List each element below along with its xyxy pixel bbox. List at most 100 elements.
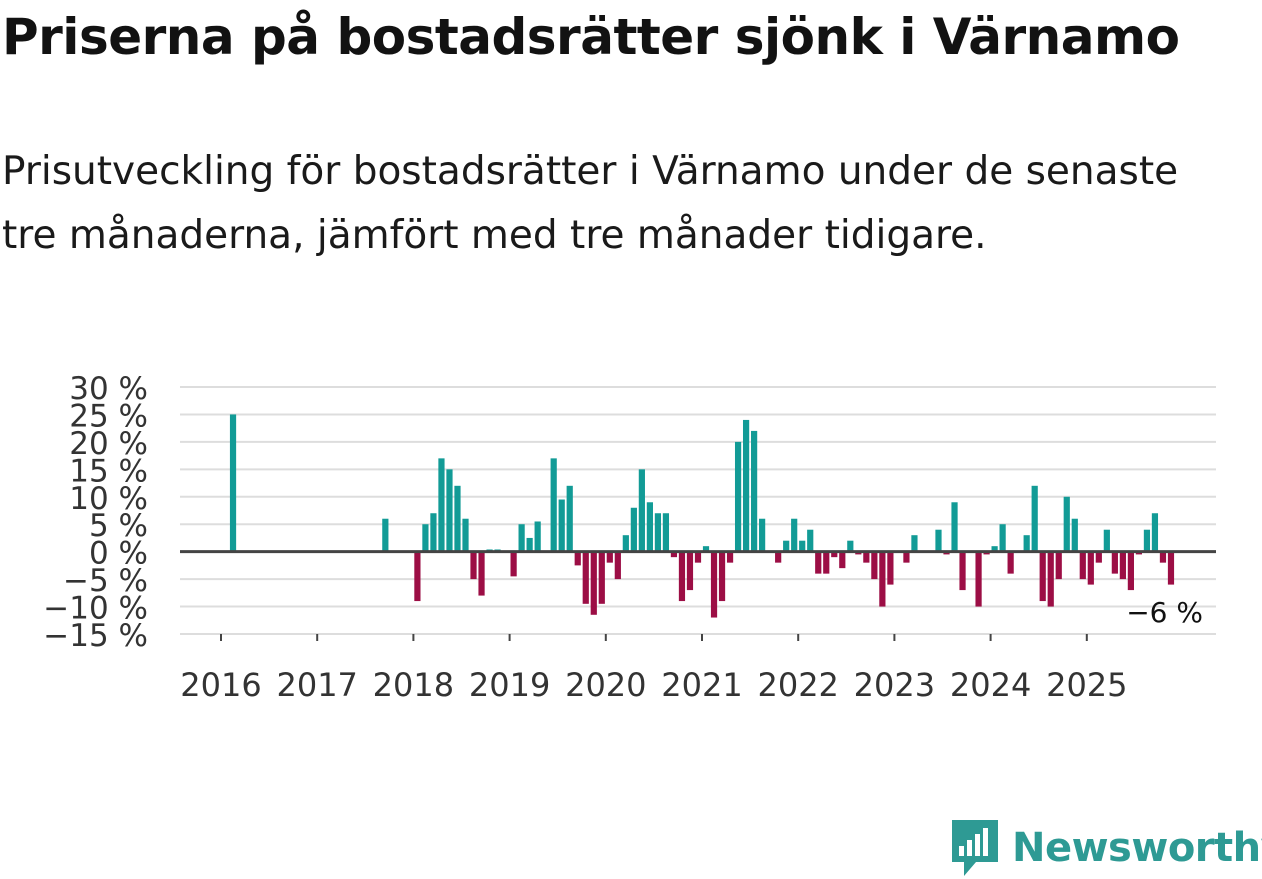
bar — [550, 458, 557, 552]
bar — [1071, 518, 1078, 552]
bar — [1087, 551, 1094, 585]
x-tick-label: 2019 — [469, 666, 550, 700]
bar — [823, 551, 830, 574]
bar — [510, 551, 517, 577]
bar — [686, 551, 694, 591]
bar — [534, 521, 541, 552]
bar — [582, 551, 589, 604]
bar — [975, 551, 982, 607]
bar — [598, 551, 605, 604]
x-tick-label: 2024 — [950, 666, 1031, 700]
y-tick-label: 30 % — [69, 371, 148, 407]
bar — [1079, 551, 1086, 580]
bar — [622, 535, 629, 552]
bar — [382, 518, 389, 552]
bar — [454, 485, 461, 552]
bar — [991, 546, 998, 552]
bar — [1063, 496, 1070, 552]
bar — [807, 529, 814, 552]
chart-subtitle: Prisutveckling för bostadsrätter i Värna… — [2, 149, 1179, 258]
bar — [694, 551, 702, 563]
bar — [1143, 529, 1151, 552]
last-value-label: −6 % — [1126, 596, 1203, 629]
bar — [783, 540, 790, 552]
bar — [791, 518, 798, 552]
bar — [775, 551, 782, 563]
y-tick-label: 20 % — [69, 426, 148, 462]
bar — [670, 551, 678, 558]
bar — [742, 419, 750, 552]
bar — [751, 430, 758, 552]
y-tick-label: −5 % — [63, 563, 148, 599]
y-axis: 30 %25 %20 %15 %10 %5 %0 %−5 %−10 %−15 % — [43, 371, 148, 654]
bar — [759, 518, 766, 552]
bar — [478, 551, 485, 596]
x-tick-label: 2025 — [1046, 666, 1127, 700]
bar-chart: 30 %25 %20 %15 %10 %5 %0 %−5 %−10 %−15 %… — [43, 371, 1216, 700]
bar — [1151, 513, 1159, 552]
bar — [887, 551, 894, 585]
bar — [847, 540, 854, 552]
bar — [710, 551, 718, 618]
y-tick-label: 10 % — [69, 481, 148, 517]
y-tick-label: 0 % — [89, 536, 148, 572]
bar — [863, 551, 870, 563]
bar — [702, 546, 710, 552]
bar — [1047, 551, 1054, 607]
bar — [871, 551, 878, 580]
y-tick-label: −15 % — [43, 618, 148, 654]
bar — [438, 458, 445, 552]
bar — [526, 537, 533, 552]
bar — [1031, 485, 1038, 552]
bar — [646, 502, 653, 552]
bar — [1103, 529, 1110, 552]
bar — [414, 551, 421, 602]
bar — [654, 513, 662, 552]
bar — [446, 469, 453, 552]
bar — [430, 513, 437, 552]
page-title: Priserna på bostadsrätter sjönk i Värnam… — [2, 8, 1180, 66]
bar — [718, 551, 726, 602]
newsworthy-logo-icon — [952, 820, 998, 876]
bar — [1111, 551, 1118, 574]
bar — [462, 518, 469, 552]
bar — [1055, 551, 1062, 580]
bar — [1119, 551, 1126, 580]
bar — [734, 441, 742, 552]
y-tick-label: 5 % — [89, 508, 148, 544]
bar — [590, 551, 597, 615]
bar — [911, 535, 918, 552]
x-tick-label: 2020 — [565, 666, 646, 700]
bar — [518, 524, 525, 552]
bar — [879, 551, 886, 607]
y-tick-label: 25 % — [69, 398, 148, 434]
bar — [606, 551, 613, 563]
bar — [630, 507, 637, 552]
bar — [678, 551, 686, 602]
brand-logo: Newsworthy — [950, 818, 1262, 878]
bar — [638, 469, 645, 552]
bar — [1159, 551, 1167, 563]
bar — [1023, 535, 1030, 552]
bar — [726, 551, 734, 563]
bar — [951, 502, 958, 552]
bar — [831, 551, 838, 558]
bar — [1039, 551, 1046, 602]
bar — [662, 513, 670, 552]
bar — [799, 540, 806, 552]
bar — [815, 551, 822, 574]
bar — [1095, 551, 1102, 563]
bar — [903, 551, 910, 563]
x-tick-label: 2022 — [757, 666, 838, 700]
x-tick-label: 2016 — [180, 666, 261, 700]
bar — [422, 524, 429, 552]
x-tick-label: 2023 — [854, 666, 935, 700]
x-axis: 2016 2017 2018 2019 2020 2021 2022 2023 2024 2025 — [180, 634, 1128, 700]
bar — [229, 414, 237, 552]
bar — [614, 551, 621, 580]
bar — [959, 551, 966, 591]
bar — [566, 485, 573, 552]
bar — [574, 551, 581, 566]
bar — [1007, 551, 1014, 574]
bar — [999, 524, 1006, 552]
